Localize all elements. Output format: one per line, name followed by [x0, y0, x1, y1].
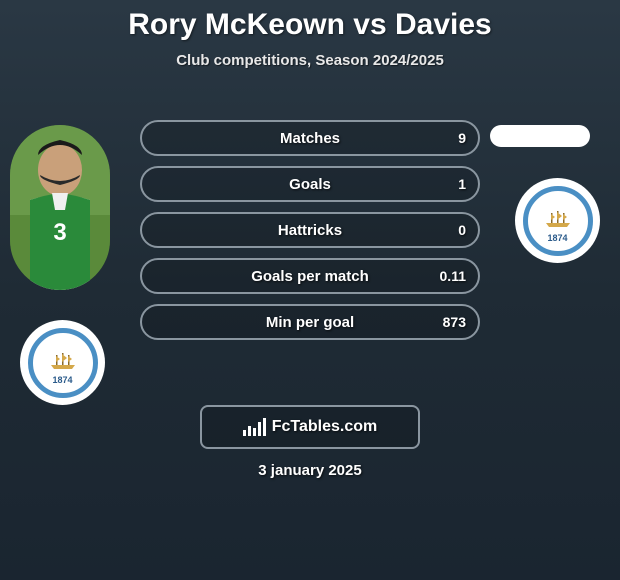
stat-value-left: 0 — [458, 222, 466, 238]
stat-label: Goals per match — [251, 268, 369, 285]
svg-text:3: 3 — [53, 219, 66, 246]
club-badge-right: 1874 — [515, 178, 600, 263]
stat-row-goals-per-match: Goals per match 0.11 — [140, 258, 480, 294]
stat-label: Goals — [289, 176, 331, 193]
brand-badge[interactable]: FcTables.com — [200, 405, 420, 449]
stat-label: Matches — [280, 130, 340, 147]
stats-panel: Matches 9 Goals 1 Hattricks 0 Goals per … — [140, 120, 480, 350]
stat-value-left: 0.11 — [440, 268, 466, 284]
player-left-photo: 3 — [10, 125, 110, 290]
stat-value-left: 9 — [458, 130, 466, 146]
stat-label: Hattricks — [278, 222, 342, 239]
brand-text: FcTables.com — [272, 418, 378, 436]
stat-label: Min per goal — [266, 314, 354, 331]
footer-date: 3 january 2025 — [0, 462, 620, 479]
stat-row-hattricks: Hattricks 0 — [140, 212, 480, 248]
stat-row-goals: Goals 1 — [140, 166, 480, 202]
club-badge-left: 1874 — [20, 320, 105, 405]
chart-icon — [243, 418, 266, 436]
club-year-right: 1874 — [547, 233, 567, 243]
player-right-photo — [490, 125, 590, 147]
stat-row-min-per-goal: Min per goal 873 — [140, 304, 480, 340]
stat-row-matches: Matches 9 — [140, 120, 480, 156]
ship-icon — [543, 209, 573, 229]
club-year-left: 1874 — [52, 375, 72, 385]
page-title: Rory McKeown vs Davies — [0, 0, 620, 42]
page-subtitle: Club competitions, Season 2024/2025 — [0, 52, 620, 69]
ship-icon — [48, 351, 78, 371]
stat-value-left: 873 — [443, 314, 466, 330]
stat-value-left: 1 — [458, 176, 466, 192]
